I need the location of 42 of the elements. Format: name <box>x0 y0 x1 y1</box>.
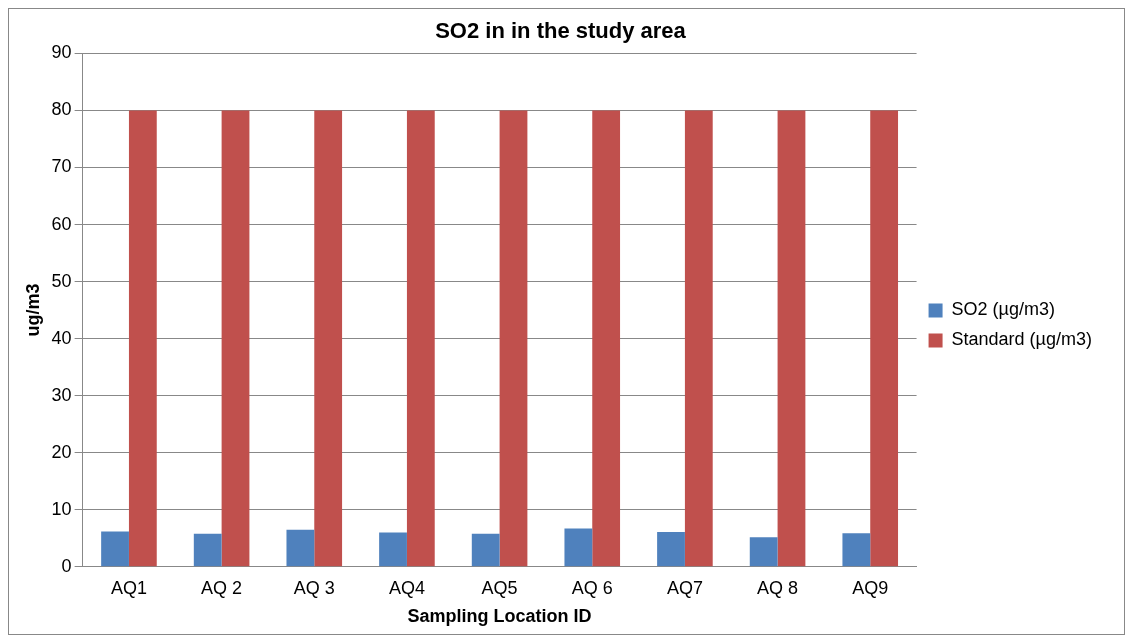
y-tick-label: 90 <box>51 42 72 63</box>
y-tick-label: 70 <box>51 156 72 177</box>
bar <box>471 533 500 567</box>
x-axis-title: Sampling Location ID <box>407 606 592 627</box>
bar <box>128 110 157 567</box>
x-tick-label: AQ5 <box>481 577 518 598</box>
y-tick-label: 80 <box>51 99 72 120</box>
y-tick-label: 0 <box>61 555 72 576</box>
bar <box>314 110 343 567</box>
bar <box>749 537 778 567</box>
y-axis-title: ug/m3 <box>22 283 43 337</box>
bar <box>870 110 899 567</box>
bar <box>286 529 315 567</box>
legend-label: Standard (µg/m3) <box>951 329 1093 350</box>
bar <box>657 532 685 567</box>
x-tick-label: AQ 2 <box>201 577 243 598</box>
y-tick-label: 20 <box>51 441 72 462</box>
bar <box>842 533 871 567</box>
bar <box>379 532 407 567</box>
x-tick-label: AQ9 <box>852 577 889 598</box>
bar <box>777 110 806 567</box>
bar <box>406 110 435 567</box>
y-tick-label: 10 <box>51 498 72 519</box>
y-tick-label: 60 <box>51 213 72 234</box>
y-tick-label: 30 <box>51 384 72 405</box>
bar <box>684 110 713 567</box>
x-tick-label: AQ 3 <box>293 577 335 598</box>
bar <box>499 110 528 567</box>
y-tick-label: 40 <box>51 327 72 348</box>
y-tick-label: 50 <box>51 270 72 291</box>
bar <box>564 528 593 567</box>
x-tick-label: AQ7 <box>666 577 703 598</box>
x-tick-label: AQ1 <box>110 577 147 598</box>
x-tick-label: AQ 8 <box>757 577 799 598</box>
x-tick-label: AQ4 <box>388 577 425 598</box>
legend-label: SO2 (µg/m3) <box>951 299 1055 320</box>
bar <box>592 110 621 567</box>
bar <box>101 531 129 567</box>
x-tick-label: AQ 6 <box>571 577 613 598</box>
chart-title: SO2 in in the study area <box>435 18 687 44</box>
bar <box>193 533 222 567</box>
bar <box>221 110 250 567</box>
